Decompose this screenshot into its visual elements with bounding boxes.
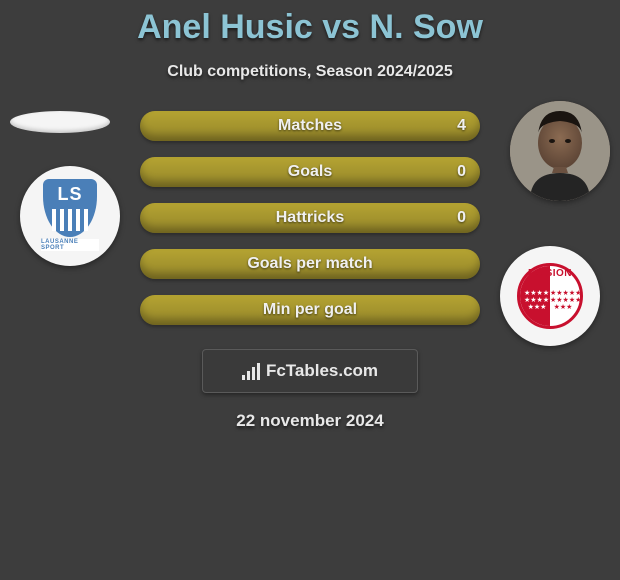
player1-avatar — [10, 111, 110, 133]
title-player2: N. Sow — [370, 8, 483, 46]
title-player1: Anel Husic — [137, 8, 313, 46]
stat-label: Hattricks — [276, 209, 344, 227]
stat-value-right: 0 — [457, 163, 466, 181]
stat-label: Min per goal — [263, 301, 357, 319]
stat-row-goals: Goals 0 — [140, 157, 480, 187]
title-vs: vs — [322, 8, 360, 46]
stat-label: Matches — [278, 117, 342, 135]
stat-label: Goals per match — [247, 255, 372, 273]
club2-label: FC SION — [517, 268, 583, 279]
comparison-area: LS LAUSANNE SPORT — [0, 111, 620, 431]
player2-avatar — [510, 101, 610, 201]
stat-label: Goals — [288, 163, 332, 181]
date-text: 22 november 2024 — [0, 411, 620, 431]
branding-text: FcTables.com — [266, 361, 378, 381]
stat-value-right: 0 — [457, 209, 466, 227]
club1-label: LAUSANNE SPORT — [41, 239, 99, 251]
stat-rows: Matches 4 Goals 0 Hattricks 0 Goals per … — [140, 111, 480, 325]
bar-chart-icon — [242, 362, 262, 380]
branding-box: FcTables.com — [202, 349, 418, 393]
stat-row-gpm: Goals per match — [140, 249, 480, 279]
player2-club-badge: ★★★★★★★★★★★★★ ★★★★★★★★★★★★★ FC SION — [500, 246, 600, 346]
stat-row-hattricks: Hattricks 0 — [140, 203, 480, 233]
player1-club-badge: LS LAUSANNE SPORT — [20, 166, 120, 266]
stat-row-matches: Matches 4 — [140, 111, 480, 141]
shield-text: LS — [57, 184, 82, 205]
subtitle: Club competitions, Season 2024/2025 — [0, 63, 620, 81]
shield-icon: LS — [43, 179, 97, 237]
page-title: Anel Husic vs N. Sow — [0, 0, 620, 47]
stat-value-right: 4 — [457, 117, 466, 135]
stat-row-mpg: Min per goal — [140, 295, 480, 325]
